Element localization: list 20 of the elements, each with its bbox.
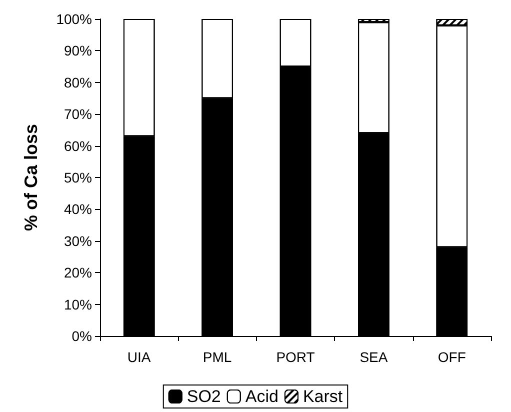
y-tick-label: 10% <box>64 296 92 312</box>
x-tick-label: UIA <box>127 349 152 365</box>
y-tick-label: 40% <box>64 201 92 218</box>
y-tick-label: 80% <box>64 74 92 90</box>
y-axis-title: % of Ca loss <box>21 124 41 232</box>
x-tick-label: OFF <box>438 349 466 365</box>
y-tick-label: 70% <box>64 106 92 122</box>
y-tick-label: 60% <box>64 138 92 154</box>
x-tick-label: PML <box>202 349 232 365</box>
legend-label: Karst <box>302 387 343 406</box>
y-tick-label: 30% <box>64 232 92 249</box>
legend-label: SO2 <box>186 387 221 406</box>
y-tick-label: 90% <box>64 42 92 59</box>
x-tick-label: SEA <box>360 349 388 365</box>
x-tick-label: PORT <box>276 349 316 365</box>
y-tick-label: 100% <box>56 11 92 27</box>
y-tick-label: 20% <box>64 264 92 281</box>
y-tick-label: 0% <box>72 328 92 344</box>
y-tick-label: 50% <box>64 170 92 186</box>
legend-label: Acid <box>245 387 278 406</box>
